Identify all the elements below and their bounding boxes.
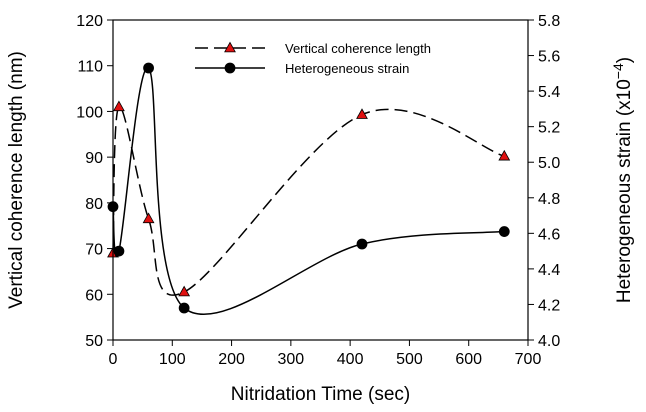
legend: Vertical coherence length Heterogeneous … — [195, 41, 431, 76]
y-right-tick-label: 5.4 — [538, 84, 560, 101]
data-point-triangle — [178, 285, 191, 297]
x-tick-label: 500 — [396, 351, 423, 368]
legend-label-heterogeneous-strain: Heterogeneous strain — [285, 61, 409, 76]
y-axis-left-label: Vertical coherence length (nm) — [6, 51, 27, 309]
y-left-tick-label: 60 — [85, 287, 103, 304]
y-axis-right-label-suffix: ) — [614, 57, 635, 63]
series-line — [112, 106, 505, 296]
data-point-triangle — [142, 212, 155, 224]
data-point-circle — [356, 238, 368, 250]
y-axis-right-label-exponent: −4 — [610, 63, 626, 79]
y-right-tick-label: 4.8 — [538, 191, 560, 208]
y-right-tick-label: 4.2 — [538, 297, 560, 314]
series-line — [112, 67, 505, 316]
x-tick-label: 400 — [337, 351, 364, 368]
legend-marker-circle — [224, 62, 236, 74]
y-left-tick-label: 90 — [85, 150, 103, 167]
data-point-circle — [498, 226, 510, 237]
x-axis-label: Nitridation Time (sec) — [231, 384, 411, 405]
series-vertical-coherence-length — [107, 100, 511, 297]
y-left-tick-label: 50 — [85, 333, 103, 350]
data-point-circle — [143, 62, 154, 74]
y-right-tick-label: 5.6 — [538, 49, 560, 66]
series-layer — [107, 62, 511, 316]
series-heterogeneous-strain — [107, 62, 510, 316]
legend-label-vertical-coherence: Vertical coherence length — [285, 41, 431, 56]
y-left-tick-label: 80 — [85, 196, 103, 213]
x-tick-label: 700 — [515, 351, 542, 368]
x-tick-label: 200 — [218, 351, 245, 368]
axes: 0 100 200 300 400 500 600 700 50 60 70 80 90 100 110 12… — [76, 13, 560, 368]
y-right-tick-label: 4.0 — [538, 333, 560, 350]
y-right-tick-label: 5.2 — [538, 120, 560, 137]
y-axis-right-label: Heterogeneous strain (x10−4) — [610, 57, 635, 303]
y-left-tick-label: 120 — [76, 13, 103, 30]
y-axis-right-label-prefix: Heterogeneous strain (x10 — [614, 79, 635, 303]
legend-marker-triangle — [224, 41, 236, 53]
data-point-circle — [113, 245, 125, 257]
x-tick-label: 600 — [455, 351, 482, 368]
y-right-tick-label: 5.0 — [538, 155, 560, 172]
y-left-tick-label: 70 — [85, 242, 103, 259]
data-point-triangle — [356, 108, 368, 119]
y-left-tick-label: 110 — [77, 59, 103, 76]
y-right-tick-label: 4.4 — [538, 262, 560, 279]
x-tick-label: 300 — [278, 351, 305, 368]
y-right-tick-label: 5.8 — [538, 13, 560, 30]
x-tick-label: 0 — [109, 351, 118, 368]
y-right-tick-label: 4.6 — [538, 226, 560, 243]
y-left-tick-label: 100 — [76, 104, 103, 121]
plot-frame — [112, 19, 529, 341]
data-point-triangle — [113, 100, 125, 112]
x-tick-label: 100 — [159, 351, 186, 368]
data-point-circle — [178, 302, 190, 314]
data-point-triangle — [498, 149, 511, 161]
